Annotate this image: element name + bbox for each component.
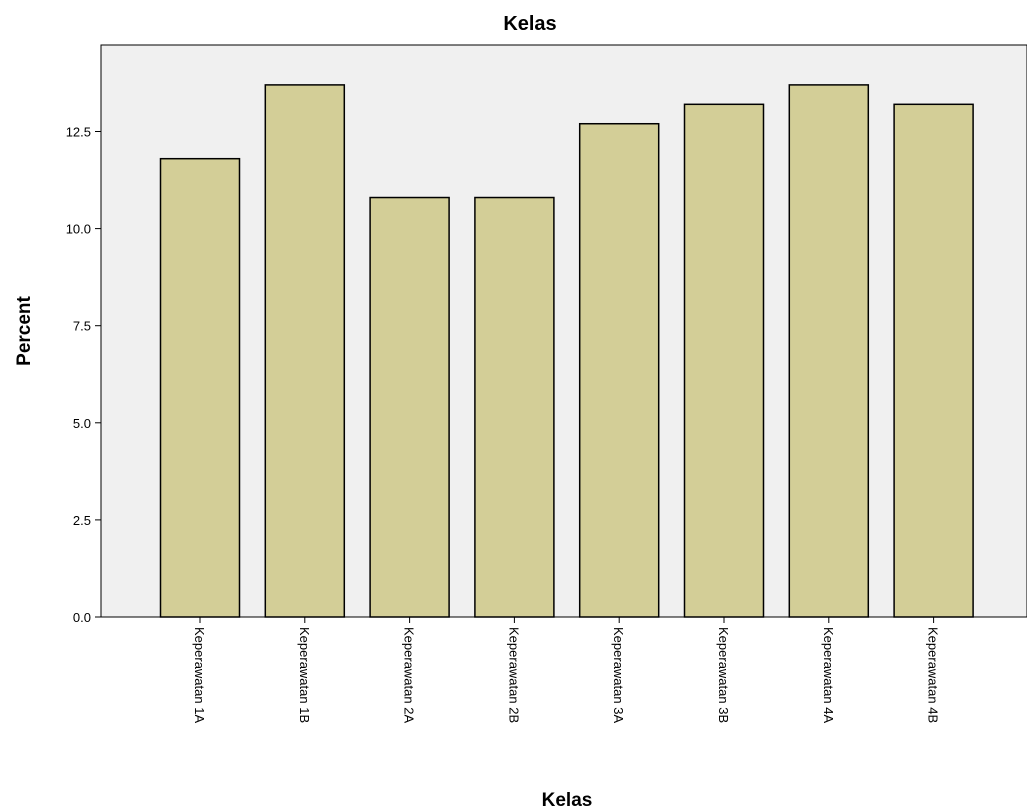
y-tick-label: 5.0: [73, 416, 91, 431]
bar: [578, 122, 660, 618]
y-tick-label: 7.5: [73, 319, 91, 334]
y-tick-label: 0.0: [73, 610, 91, 625]
bar: [264, 84, 346, 618]
x-tick-label: Keperawatan 3B: [716, 627, 731, 723]
x-axis-title: Kelas: [542, 790, 593, 811]
x-axis-ticks: Keperawatan 1A Keperawatan 1B Keperawatan …: [192, 617, 941, 723]
x-tick-label: Keperawatan 3A: [611, 627, 626, 723]
x-tick-label: Keperawatan 4B: [926, 627, 941, 723]
plot-background: [100, 44, 1027, 618]
bar: [159, 157, 241, 618]
x-tick-label: Keperawatan 2A: [402, 627, 417, 723]
bar: [683, 103, 765, 618]
chart-title: Kelas: [503, 13, 556, 35]
y-tick-label: 10.0: [66, 222, 91, 237]
bar: [474, 196, 555, 618]
bar: [893, 103, 974, 618]
x-tick-label: Keperawatan 1B: [297, 627, 312, 723]
bar: [788, 84, 870, 618]
y-axis-title: Percent: [14, 295, 35, 365]
y-tick-label: 12.5: [66, 125, 91, 140]
bar: [369, 196, 450, 618]
x-tick-label: Keperawatan 4A: [821, 627, 836, 723]
x-tick-label: Keperawatan 2B: [506, 627, 521, 723]
x-tick-label: Keperawatan 1A: [192, 627, 207, 723]
y-axis-ticks: 0.0 2.5 5.0 7.5 10.0 12.5: [66, 125, 101, 625]
y-tick-label: 2.5: [73, 513, 91, 528]
